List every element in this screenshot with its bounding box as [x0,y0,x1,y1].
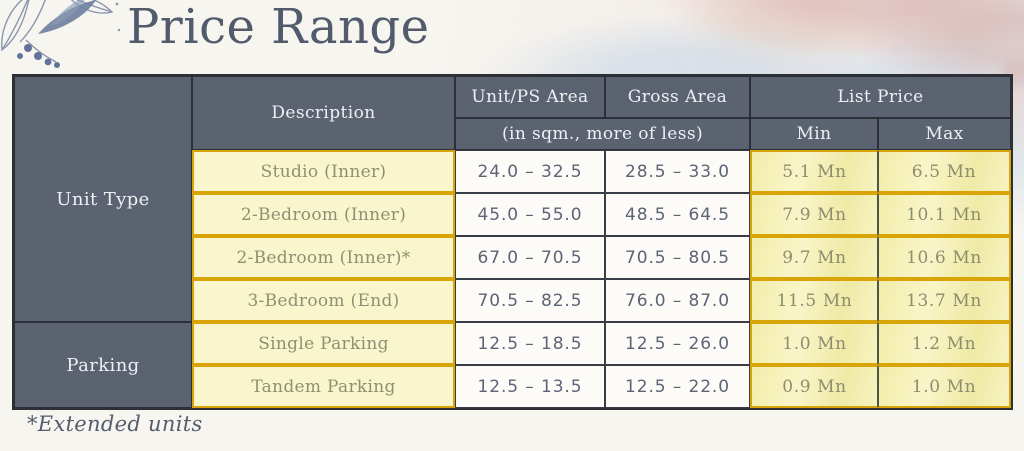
cell-price-max: 1.0 Mn [878,365,1011,408]
header-list-price: List Price [750,76,1011,118]
cell-gross-area: 48.5 – 64.5 [605,193,750,236]
floral-branch-icon [1,0,121,68]
cell-price-max: 6.5 Mn [878,150,1011,193]
cell-price-max: 10.6 Mn [878,236,1011,279]
page-title: Price Range [127,0,430,55]
header-unit-ps-area: Unit/PS Area [455,76,605,118]
cell-price-min: 7.9 Mn [750,193,878,236]
cell-gross-area: 12.5 – 26.0 [605,322,750,365]
cell-description: 3-Bedroom (End) [192,279,455,322]
cell-price-min: 9.7 Mn [750,236,878,279]
cell-gross-area: 12.5 – 22.0 [605,365,750,408]
row-group-parking: Parking [14,322,192,408]
cell-unit-ps-area: 67.0 – 70.5 [455,236,605,279]
cell-price-min: 5.1 Mn [750,150,878,193]
cell-unit-ps-area: 45.0 – 55.0 [455,193,605,236]
cell-description: Single Parking [192,322,455,365]
header-description: Description [192,76,455,150]
price-table: Unit Type Parking Description Unit/PS Ar… [12,74,1013,410]
cell-unit-ps-area: 12.5 – 18.5 [455,322,605,365]
header-min: Min [750,118,878,150]
cell-gross-area: 76.0 – 87.0 [605,279,750,322]
cell-description: Tandem Parking [192,365,455,408]
cell-price-max: 13.7 Mn [878,279,1011,322]
footnote: *Extended units [27,412,203,436]
cell-price-max: 10.1 Mn [878,193,1011,236]
cell-price-min: 11.5 Mn [750,279,878,322]
cell-unit-ps-area: 12.5 – 13.5 [455,365,605,408]
cell-description: 2-Bedroom (Inner)* [192,236,455,279]
cell-unit-ps-area: 24.0 – 32.5 [455,150,605,193]
cell-gross-area: 70.5 – 80.5 [605,236,750,279]
cell-price-max: 1.2 Mn [878,322,1011,365]
header-area-unit-note: (in sqm., more of less) [455,118,750,150]
cell-price-min: 0.9 Mn [750,365,878,408]
header-max: Max [878,118,1011,150]
cell-unit-ps-area: 70.5 – 82.5 [455,279,605,322]
cell-gross-area: 28.5 – 33.0 [605,150,750,193]
cell-description: 2-Bedroom (Inner) [192,193,455,236]
cell-price-min: 1.0 Mn [750,322,878,365]
row-group-unit-type: Unit Type [14,76,192,322]
watercolor-swirl-decoration [430,0,1024,88]
cell-description: Studio (Inner) [192,150,455,193]
header-gross-area: Gross Area [605,76,750,118]
